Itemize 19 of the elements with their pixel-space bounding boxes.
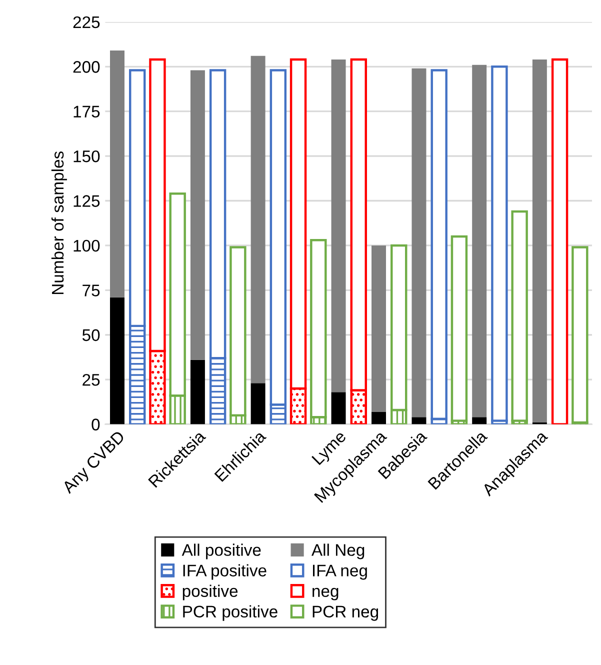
y-tick-label: 200 — [73, 61, 100, 73]
y-tick-label: 100 — [74, 240, 100, 252]
legend-label: All Neg — [312, 544, 364, 560]
y-axis-title: Number of samples — [51, 151, 67, 294]
y-tick-label: 150 — [74, 150, 100, 162]
y-tick-label: 175 — [74, 106, 100, 118]
legend-label: IFA positive — [183, 564, 266, 580]
y-tick-label: 50 — [82, 329, 100, 342]
y-tick-label: 225 — [73, 16, 100, 28]
legend-label: neg — [312, 588, 338, 600]
y-tick-label: 0 — [92, 418, 100, 430]
legend-label: PCR neg — [312, 606, 378, 621]
y-tick-label: 25 — [82, 374, 100, 386]
y-tick-label: 75 — [82, 284, 100, 296]
legend-label: PCR positive — [183, 605, 278, 621]
y-tick-label: 125 — [74, 195, 100, 207]
legend-label: positive — [182, 584, 238, 600]
legend-label: All positive — [182, 544, 261, 560]
legend-label: IFA neg — [313, 564, 367, 580]
